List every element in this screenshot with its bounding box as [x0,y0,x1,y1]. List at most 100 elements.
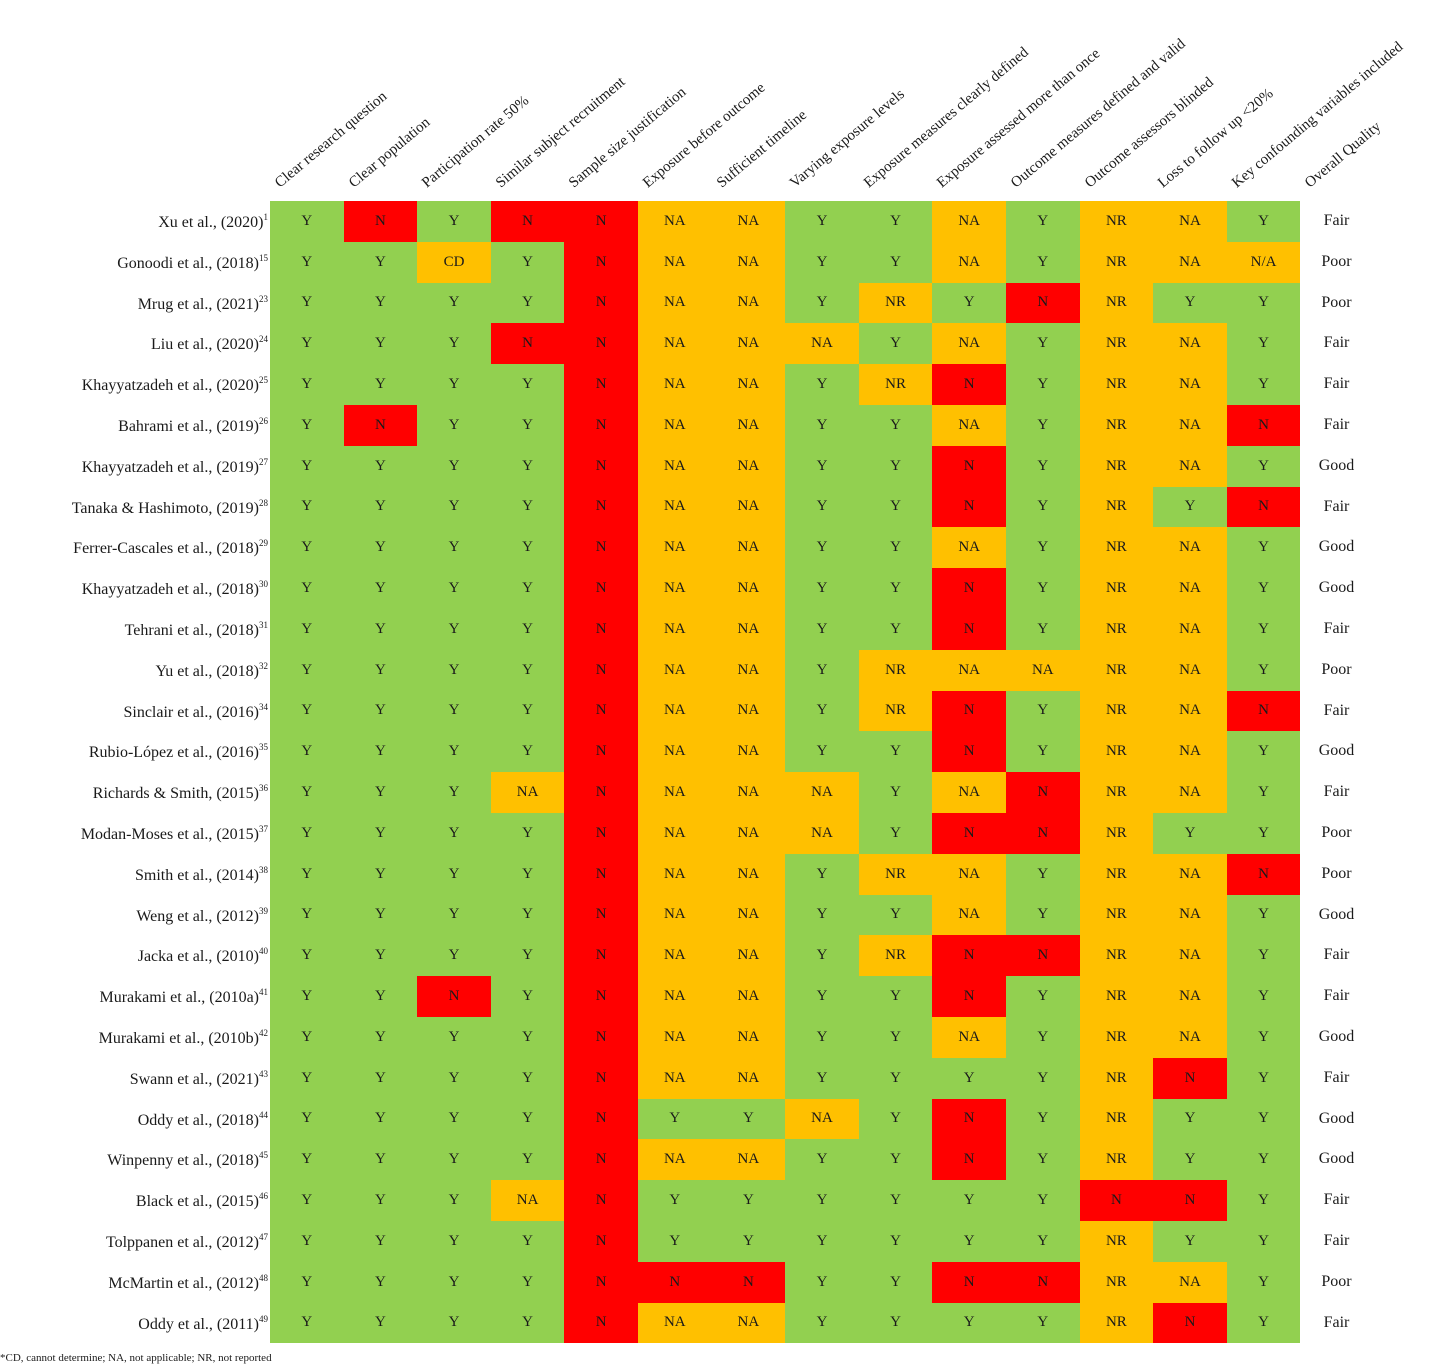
study-label: Xu et al., (2020)1 [158,212,268,231]
table-cell: Y [417,486,491,528]
study-label: Sinclair et al., (2016)34 [123,701,268,721]
table-cell: NA [490,772,565,813]
table-cell: Y [1226,649,1301,691]
table-cell: NA [711,486,786,528]
table-cell: N [1006,813,1080,854]
table-cell: Y [638,1098,712,1140]
table-cell: N [343,201,418,242]
table-cell: Y [785,1139,859,1181]
table-cell: Y [490,405,565,446]
table-cell: Y [858,976,933,1017]
overall-quality-cell: Poor [1321,293,1352,311]
column-header: Overall Quality [1302,118,1385,192]
table-cell: Y [417,445,491,487]
study-label: Richards & Smith, (2015)36 [92,783,268,803]
table-cell: Y [270,405,344,446]
table-cell: N [711,1261,786,1303]
table-cell: Y [1006,445,1080,487]
table-cell: Y [1226,1057,1301,1099]
table-cell: Y [858,1180,933,1221]
table-cell: NA [932,201,1006,242]
table-cell: NA [711,853,786,895]
table-cell: Y [343,976,418,1017]
overall-quality-cell: Poor [1321,660,1352,678]
table-cell: Y [785,1302,859,1344]
table-cell: Y [785,1221,859,1262]
table-cell: Y [1226,1221,1301,1262]
table-cell: N [564,976,638,1017]
overall-quality-cell: Poor [1321,252,1352,270]
table-cell: NA [711,1017,786,1058]
table-cell: Y [785,282,859,324]
table-cell: Y [343,527,418,569]
table-cell: Y [858,1221,933,1262]
table-cell: Y [417,649,491,691]
table-cell: N [1226,486,1301,528]
table-cell: Y [490,1057,565,1099]
table-cell: Y [1006,364,1080,405]
table-cell: NA [711,405,786,446]
table-cell: Y [785,405,859,446]
study-label: Swann et al., (2021)43 [129,1068,268,1088]
table-cell: Y [785,527,859,569]
table-cell: NR [1079,282,1154,324]
study-label: Khayyatzadeh et al., (2020)25 [81,375,268,395]
table-cell: Y [490,813,565,854]
table-cell: NA [711,813,786,854]
table-cell: Y [343,609,418,650]
study-label: Khayyatzadeh et al., (2018)30 [81,579,268,599]
table-cell: Y [270,813,344,854]
table-cell: NA [711,690,786,732]
table-cell: NA [1153,772,1227,813]
table-cell: Y [270,1221,344,1262]
overall-quality-cell: Fair [1323,701,1350,719]
table-cell: Y [1226,527,1301,569]
table-cell: Y [1006,1302,1080,1344]
table-cell: Y [490,649,565,691]
table-cell: N [564,527,638,569]
study-label: Oddy et al., (2011)49 [138,1313,268,1333]
table-cell: Y [1153,1221,1227,1262]
table-cell: NR [1079,1098,1154,1140]
overall-quality-cell: Fair [1323,1313,1350,1331]
table-cell: Y [270,1302,344,1344]
table-cell: Y [711,1221,786,1262]
table-cell: N [564,568,638,609]
table-cell: NA [1153,1261,1227,1303]
table-cell: Y [417,364,491,405]
table-cell: Y [417,1261,491,1303]
overall-quality-cell: Poor [1321,824,1352,841]
table-cell: NA [932,649,1006,691]
table-cell: NA [1153,935,1227,977]
footnote: *CD, cannot determine; NA, not applicabl… [0,1352,272,1364]
table-cell: Y [490,609,565,650]
table-cell: Y [858,1098,933,1140]
table-cell: Y [270,1261,344,1303]
study-label: Gonoodi et al., (2018)15 [117,252,268,272]
table-cell: Y [858,1302,933,1344]
table-cell: NA [638,1017,712,1058]
table-cell: Y [343,1302,418,1344]
table-cell: NA [711,282,786,324]
table-cell: Y [417,853,491,895]
table-cell: NR [1079,241,1154,283]
table-cell: Y [1006,731,1080,773]
table-cell: Y [490,976,565,1017]
table-cell: NA [932,323,1006,365]
table-cell: Y [270,1180,344,1221]
table-cell: NA [638,445,712,487]
table-cell: Y [343,690,418,732]
table-cell: NA [711,1302,786,1344]
table-cell: Y [1006,405,1080,446]
table-cell: NA [638,935,712,977]
table-cell: Y [417,690,491,732]
table-cell: NA [932,1017,1006,1058]
table-cell: Y [417,282,491,324]
table-cell: NA [638,241,712,283]
table-cell: Y [490,445,565,487]
table-cell: NA [1153,527,1227,569]
table-cell: Y [1226,1261,1301,1303]
table-cell: Y [343,813,418,854]
table-cell: N [564,1221,638,1262]
table-cell: Y [490,935,565,977]
